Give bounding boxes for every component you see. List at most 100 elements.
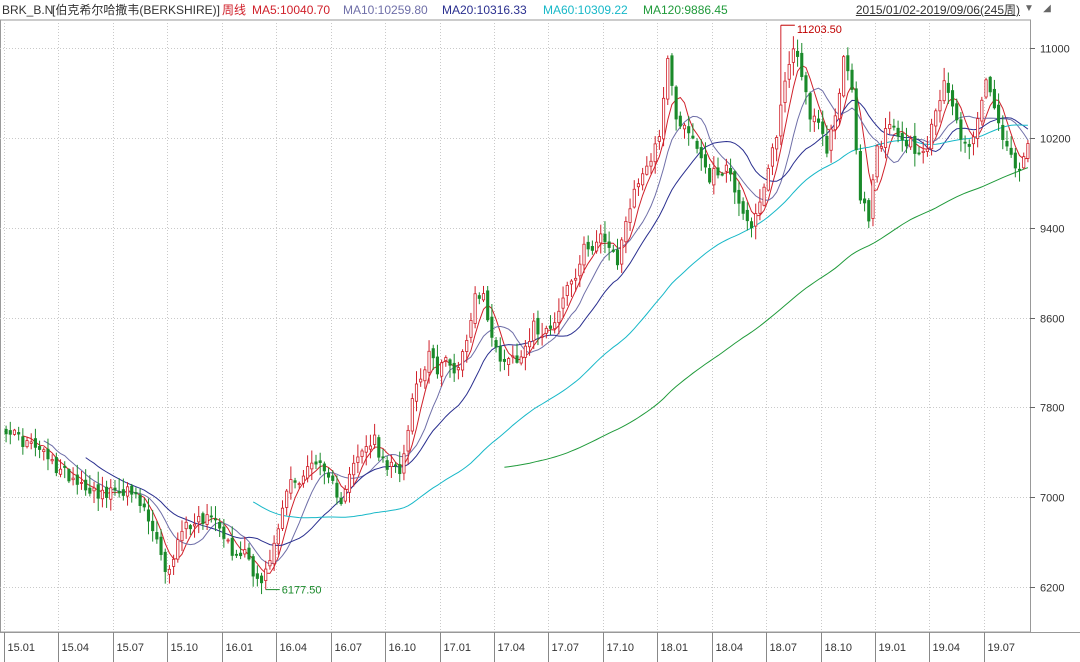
candle [163,548,167,584]
candle-body [79,482,84,484]
candle [352,454,356,487]
candle [712,156,716,195]
candle-body [435,356,439,375]
candle [749,217,754,238]
candle [494,337,498,353]
candle-body [871,179,875,219]
period-label[interactable]: 周线 [222,3,247,17]
candle-body [984,79,988,98]
candle-body [971,136,976,145]
candle [708,163,712,185]
candle-body [590,246,594,251]
candle-body [494,340,498,348]
candle-body [628,208,632,223]
candle [301,469,305,488]
candle-body [787,63,791,80]
candle-body [821,121,825,134]
candle [54,452,58,477]
candle-body [276,528,280,545]
candle [674,85,678,131]
candle-body [741,201,745,214]
candle-body [498,345,502,362]
candle [310,450,314,481]
candle-body [259,575,264,584]
candle-body [749,221,754,229]
candle [159,529,163,561]
candle-body [687,126,691,134]
collapse-arrow-icon[interactable]: ◢ [1043,3,1051,14]
candle-body [172,558,176,567]
candle [276,523,280,555]
date-range-link[interactable]: 2015/01/02-2019/09/06(245周) [855,3,1020,17]
candle [456,361,460,380]
candle [130,483,134,503]
candle [515,343,519,364]
candle [854,81,858,155]
candle [850,63,854,93]
candle-body [942,80,946,102]
candle [247,543,251,561]
candle [904,127,909,154]
candle [486,285,490,323]
candle [896,120,900,143]
candle [473,286,477,329]
candle-body [130,485,134,495]
candle-body [394,464,398,467]
candle [465,334,469,363]
candle-body [440,362,444,377]
candle-body [921,150,925,153]
candle-body [569,280,573,285]
candle-body [335,482,339,498]
candle-body [770,147,775,167]
candle-body [410,398,414,432]
candle [645,156,649,176]
ma20-legend: MA20:10316.33 [442,3,527,17]
candle-body [272,542,276,565]
candle [892,118,896,131]
x-tick-label: 18.07 [770,642,798,654]
candle [641,167,645,191]
candle-body [553,322,557,330]
candle [699,139,703,171]
candle [883,117,888,159]
candle [942,67,946,104]
candle [615,238,620,270]
candle-body [306,466,310,479]
candle [812,108,816,132]
candle-body [142,503,146,508]
candle-body [21,436,25,447]
candle [38,440,42,459]
candle [770,143,775,176]
candle-body [243,549,247,555]
candle-body [398,464,402,475]
dropdown-arrow-icon[interactable]: ▼ [1024,3,1034,14]
candle [913,122,917,167]
candle [569,279,573,298]
candle-body [176,539,180,560]
candle [63,461,67,479]
candle [632,180,636,209]
candle [620,237,624,273]
candle-body [800,52,804,77]
candle [71,467,75,486]
candle [121,478,125,501]
candle [272,535,276,571]
candle [653,136,657,174]
candle [435,344,439,379]
y-tick-label: 6200 [1040,583,1064,595]
y-tick-label: 10200 [1040,134,1071,146]
candle-body [888,124,892,130]
candle [691,123,695,140]
candle [900,121,904,152]
candle-body [544,327,548,334]
candle [151,509,155,542]
candle-body [402,453,406,474]
candle [21,428,25,455]
candle [720,171,724,177]
candle-body [595,241,599,252]
candle [603,221,607,254]
candle-body [934,110,938,127]
candle [423,366,427,389]
candle [105,480,109,508]
candle-body [46,448,50,460]
